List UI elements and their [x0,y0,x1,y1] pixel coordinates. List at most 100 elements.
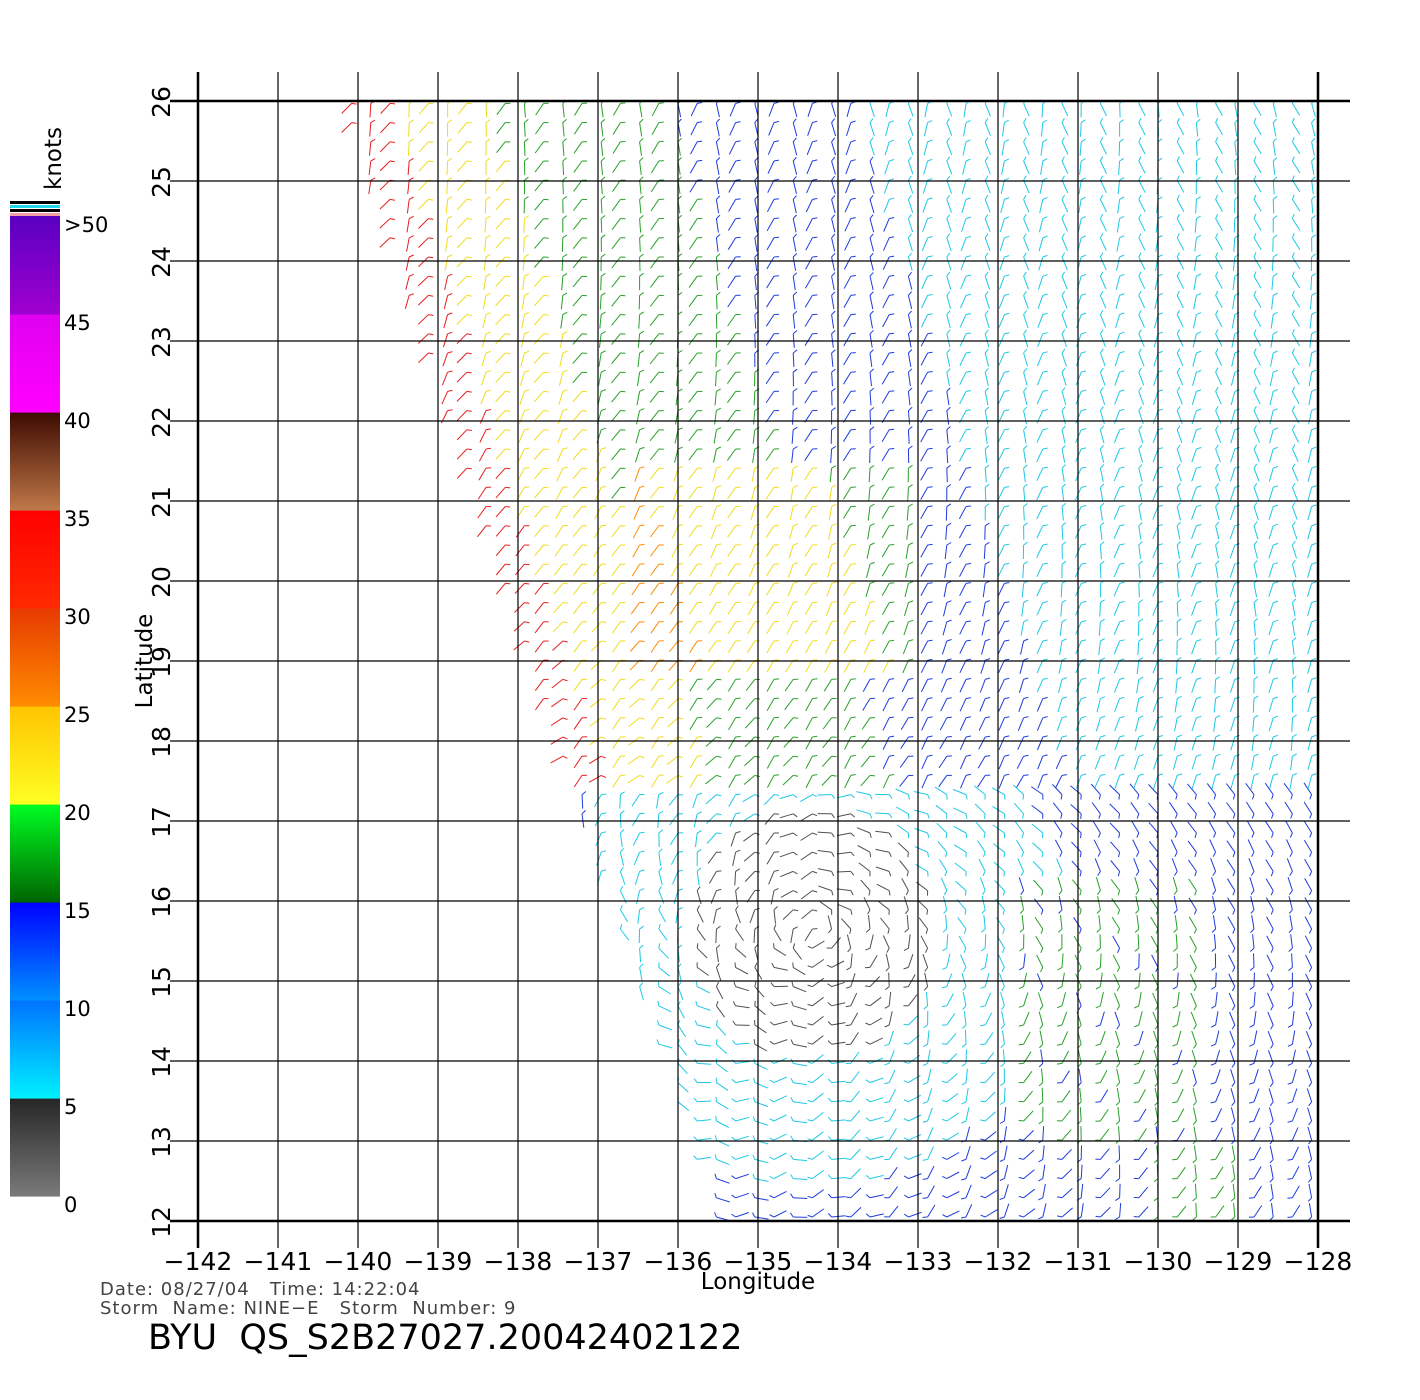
wind-barb-tick [831,368,836,373]
wind-barb-tick [965,890,967,896]
wind-barb-tick [754,504,760,508]
wind-barb-tick [1215,406,1219,411]
wind-barb-tick [884,1024,890,1028]
wind-vector [1266,973,1274,987]
wind-vector [658,871,663,886]
wind-barb-tick [639,717,645,720]
wind-barb-tick [1311,658,1317,661]
wind-vector [1253,237,1262,251]
wind-vector [768,871,775,885]
wind-barb-tick [716,832,722,834]
wind-barb-tick [1100,638,1106,642]
wind-vector [984,1150,997,1160]
y-tick-label: 26 [147,86,176,118]
wind-barb-tick [865,1098,871,1103]
wind-barb-tick [1196,735,1202,738]
wind-vector [1215,1205,1225,1218]
wind-vector [649,487,660,499]
wind-barb-tick [1311,696,1317,700]
wind-vector [619,794,621,809]
wind-barb-tick [984,541,990,546]
wind-barb-tick [1138,637,1144,642]
wind-vector [959,352,967,366]
wind-barb-tick [807,965,813,968]
wind-barb-tick [850,774,856,776]
wind-vector [1061,276,1068,290]
wind-vector [920,525,929,539]
wind-barb-tick [965,524,972,527]
wind-vector [1269,1145,1274,1160]
wind-barb-tick [1004,582,1010,584]
wind-vector [456,448,468,460]
wind-barb-tick [1133,1101,1139,1103]
wind-barb-tick [1061,541,1067,546]
wind-vector [997,583,1005,597]
wind-vector [959,698,967,712]
wind-vector [632,813,641,827]
wind-vector [611,218,621,231]
wind-barb-tick [716,407,722,412]
wind-barb-tick [1004,466,1010,469]
wind-vector [862,698,871,711]
wind-barb-tick [908,349,913,354]
wind-vector [534,487,544,499]
wind-vector [633,852,641,866]
wind-barb-tick [1004,177,1010,181]
wind-barb-tick [1157,138,1163,143]
wind-vector [1113,448,1121,463]
wind-vector [706,698,717,710]
wind-vector [1100,1167,1111,1179]
wind-vector [1176,103,1185,116]
wind-vector [980,660,986,674]
wind-vector [480,372,487,386]
wind-vector [556,448,564,463]
wind-barb-tick [1253,290,1257,296]
wind-barb-tick [1020,890,1025,895]
wind-vector [728,160,737,174]
wind-barb-tick [906,871,909,877]
wind-vector [1042,1145,1045,1160]
wind-barb-tick [980,1138,986,1141]
wind-vector [1270,1164,1274,1179]
wind-barb-tick [1096,909,1101,914]
wind-barb-tick [601,698,607,701]
y-tick-label: 21 [147,486,176,518]
wind-vector [1215,1069,1221,1083]
wind-vector [1291,141,1301,154]
wind-vector [1247,839,1255,853]
wind-vector [1052,784,1063,795]
wind-vector [727,563,737,577]
wind-barb-tick [941,1080,947,1084]
wind-barb-tick [1042,582,1048,584]
wind-barb-tick [1100,735,1106,738]
wind-vector [1176,1030,1182,1045]
wind-barb-tick [964,909,967,915]
wind-barb-tick [865,1117,871,1122]
wind-barb-tick [827,1040,832,1045]
wind-barb-tick [773,906,779,911]
wind-vector [843,295,852,308]
wind-barb-tick [793,581,799,584]
wind-barb-tick [562,369,568,373]
wind-vector [689,621,698,634]
wind-vector [999,218,1005,233]
wind-barb-tick [677,349,683,354]
wind-vector [696,928,706,941]
wind-barb-tick [1100,657,1106,661]
wind-barb-tick [869,639,876,642]
wind-barb-tick [1081,696,1087,700]
wind-vector [1191,756,1197,770]
wind-vector [804,506,813,519]
wind-vector [927,1165,935,1179]
wind-barb-tick [1117,909,1121,915]
wind-barb-tick [946,619,952,623]
wind-vector [1287,877,1293,891]
wind-barb-tick [831,272,836,277]
wind-barb-tick [735,943,737,949]
wind-barb-tick [1234,389,1240,392]
wind-barb-tick [1061,754,1068,757]
wind-barb-tick [754,736,760,739]
wind-vector [1151,973,1159,987]
wind-barb-tick [1099,387,1104,392]
wind-vector [1037,736,1044,751]
